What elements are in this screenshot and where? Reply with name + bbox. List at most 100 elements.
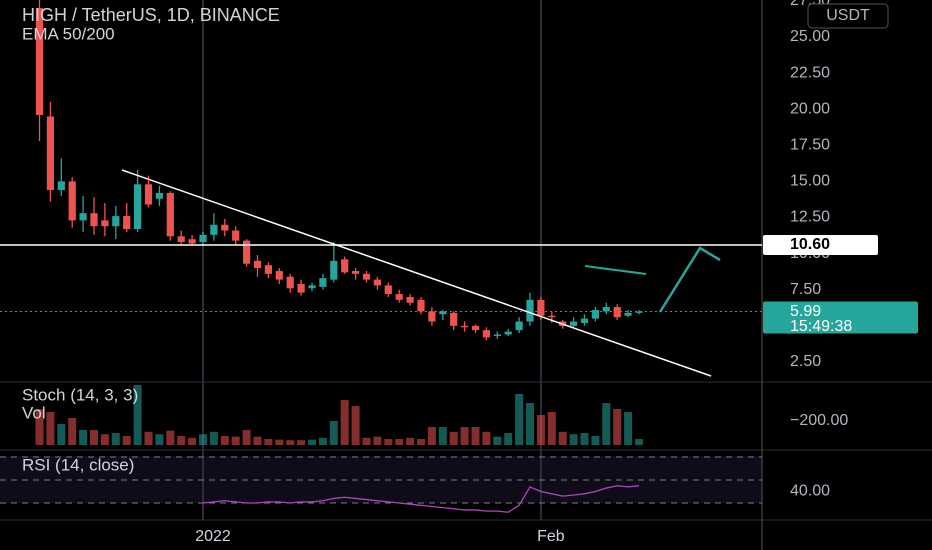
candle-body — [264, 265, 272, 274]
volume-bar — [264, 439, 273, 445]
y-tick-label: 25.00 — [790, 28, 830, 45]
stoch-label: Stoch (14, 3, 3) — [22, 385, 138, 404]
y-tick-label: 2.50 — [790, 353, 821, 370]
candle-body — [602, 307, 610, 312]
volume-bar — [351, 406, 360, 445]
volume-bar — [493, 436, 502, 445]
candle-body — [570, 321, 578, 326]
y-tick-label: 12.50 — [790, 209, 830, 226]
volume-bar — [580, 433, 589, 445]
candle-body — [362, 273, 371, 280]
volume-bar — [231, 436, 240, 445]
y-tick-label: 40.00 — [790, 483, 830, 500]
candle-body — [406, 296, 414, 303]
volume-bar — [122, 436, 131, 445]
volume-bar — [417, 439, 425, 445]
volume-bar — [449, 431, 458, 445]
candle-body — [580, 318, 589, 323]
volume-bar — [362, 437, 371, 445]
candle-body — [341, 259, 349, 273]
indicator-label: EMA 50/200 — [22, 24, 115, 43]
volume-bar — [460, 427, 469, 445]
volume-bar — [188, 437, 197, 445]
candle-body — [199, 234, 207, 243]
volume-bar — [90, 430, 98, 445]
volume-bar — [406, 437, 415, 445]
volume-bar — [569, 434, 578, 445]
volume-bar — [209, 431, 218, 445]
vol-label: Vol — [22, 403, 46, 422]
currency-button[interactable] — [807, 3, 889, 29]
volume-bar — [155, 434, 164, 445]
candle-body — [471, 325, 480, 331]
volume-bar — [144, 431, 153, 445]
volume-bar — [308, 439, 316, 445]
candle-body — [144, 184, 153, 205]
candle-body — [123, 216, 131, 230]
candle-body — [352, 270, 360, 274]
volume-bar — [536, 415, 545, 445]
volume-bar — [220, 436, 229, 445]
candle-body — [210, 224, 218, 235]
x-tick-label: 2022 — [195, 528, 231, 545]
candle-body — [221, 224, 229, 231]
volume-bar — [427, 427, 436, 445]
volume-bar — [297, 440, 306, 445]
volume-bar — [384, 439, 393, 445]
currency-label[interactable]: USDT — [826, 7, 870, 24]
candle-body — [395, 294, 403, 300]
volume-bar — [199, 434, 207, 445]
volume-bar — [177, 436, 186, 445]
volume-bar — [624, 412, 633, 445]
candle-body — [450, 312, 458, 326]
candle-body — [243, 240, 251, 264]
candle-body — [515, 321, 523, 331]
volume-bar — [242, 430, 251, 445]
candle-body — [177, 236, 185, 243]
candle-body — [384, 285, 392, 295]
candle-body — [482, 330, 490, 338]
candle-body — [548, 315, 556, 318]
candle-body — [79, 213, 87, 221]
volume-bar — [340, 400, 349, 445]
volume-bar — [558, 431, 567, 445]
candle-body — [461, 325, 469, 328]
volume-bar — [318, 437, 327, 445]
volume-bar — [471, 427, 480, 445]
candle-body — [493, 334, 501, 336]
candle-body — [57, 181, 65, 191]
volume-bar — [373, 436, 382, 445]
candle-body — [417, 299, 425, 312]
rsi-label: RSI (14, close) — [22, 455, 134, 474]
volume-bar — [613, 409, 622, 445]
candle-body — [330, 260, 338, 280]
countdown-label: 15:49:38 — [790, 318, 852, 335]
arrow-drawing — [658, 246, 721, 313]
candle-body — [297, 283, 305, 293]
candle-body — [439, 311, 447, 315]
candle-body — [591, 309, 599, 319]
candle-body — [319, 278, 327, 287]
volume-bar — [253, 436, 262, 445]
volume-bar — [46, 412, 55, 445]
rsi-line — [202, 485, 640, 513]
candle-body — [373, 279, 381, 286]
candle-body — [112, 216, 120, 227]
volume-bar — [515, 394, 524, 445]
volume-bar — [526, 403, 534, 445]
volume-bar — [602, 403, 611, 445]
candle-body — [188, 239, 196, 244]
volume-bar — [438, 427, 447, 445]
volume-bar — [166, 430, 175, 445]
candle-body — [428, 311, 436, 322]
candle-body — [504, 331, 512, 335]
volume-bar — [68, 418, 77, 445]
trendline — [121, 169, 712, 377]
candle-body — [286, 276, 294, 289]
candle-body — [624, 312, 632, 316]
candle-body — [35, 8, 44, 115]
candle-body — [253, 260, 262, 269]
